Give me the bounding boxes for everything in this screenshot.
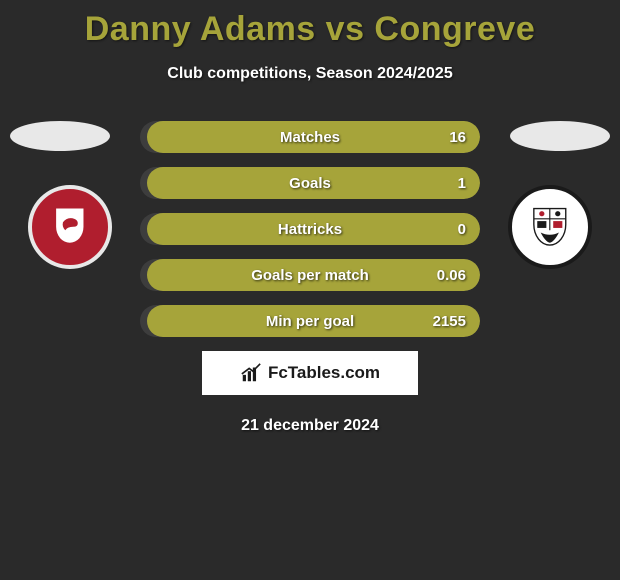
player-left-oval xyxy=(10,121,110,151)
stat-row: Min per goal 2155 xyxy=(140,305,480,337)
stat-row: Goals 1 xyxy=(140,167,480,199)
page-title: Danny Adams vs Congreve xyxy=(0,0,620,49)
stat-value: 0.06 xyxy=(437,259,466,291)
logo-text: FcTables.com xyxy=(268,363,380,383)
stat-fill xyxy=(147,167,480,199)
bar-chart-icon xyxy=(240,362,262,384)
stat-value: 1 xyxy=(458,167,466,199)
team-left-crest xyxy=(28,185,112,269)
player-right-oval xyxy=(510,121,610,151)
stat-fill xyxy=(147,259,480,291)
stat-fill xyxy=(147,305,480,337)
stat-value: 0 xyxy=(458,213,466,245)
stat-fill xyxy=(147,213,480,245)
stat-value: 16 xyxy=(449,121,466,153)
stat-row: Hattricks 0 xyxy=(140,213,480,245)
stats-bars: Matches 16 Goals 1 Hattricks 0 Goals per… xyxy=(140,121,480,337)
stat-value: 2155 xyxy=(433,305,466,337)
stat-row: Matches 16 xyxy=(140,121,480,153)
subtitle: Club competitions, Season 2024/2025 xyxy=(0,65,620,83)
bromley-crest-icon xyxy=(527,204,573,250)
fctables-logo: FcTables.com xyxy=(202,351,418,395)
team-right-crest xyxy=(508,185,592,269)
morecambe-crest-icon xyxy=(47,204,93,250)
date-line: 21 december 2024 xyxy=(0,417,620,435)
comparison-area: Matches 16 Goals 1 Hattricks 0 Goals per… xyxy=(0,121,620,435)
stat-fill xyxy=(147,121,480,153)
stat-row: Goals per match 0.06 xyxy=(140,259,480,291)
